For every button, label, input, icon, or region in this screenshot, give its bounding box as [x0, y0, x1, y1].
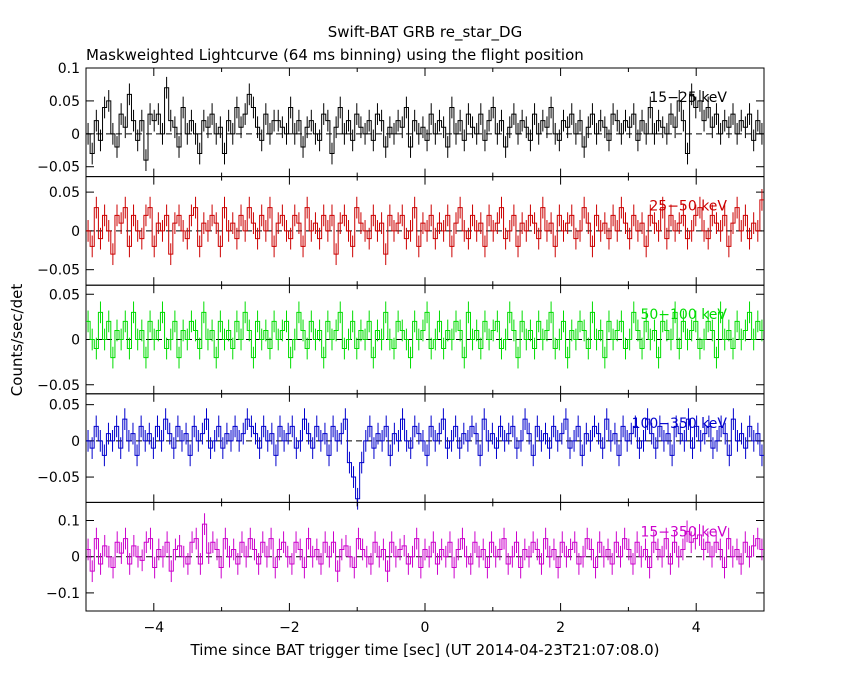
panel-2: −0.05 0 0.05 50−100 keV — [37, 284, 765, 395]
chart-subtitle: Maskweighted Lightcurve (64 ms binning) … — [86, 46, 584, 64]
y-tick-label: −0.05 — [37, 470, 80, 486]
y-tick-label: −0.05 — [37, 378, 80, 394]
x-tick-label: 0 — [421, 620, 430, 636]
y-axis-label: Counts/sec/det — [8, 284, 26, 397]
y-tick-label: −0.1 — [46, 586, 80, 602]
x-tick-label: −2 — [279, 620, 300, 636]
x-tick-label: 2 — [556, 620, 565, 636]
panel-1: −0.05 0 0.05 25−50 keV — [37, 176, 765, 286]
band-label: 15−25 keV — [649, 90, 727, 106]
x-tick-label: 4 — [692, 620, 701, 636]
y-tick-label: 0.1 — [58, 61, 80, 77]
x-tick-label: −4 — [143, 620, 164, 636]
chart-title: Swift-BAT GRB re_star_DG — [328, 23, 522, 42]
y-tick-label: −0.05 — [37, 263, 80, 279]
y-tick-label: 0 — [71, 224, 80, 240]
y-tick-label: 0.1 — [58, 514, 80, 530]
y-tick-label: 0.05 — [49, 287, 80, 303]
y-tick-label: 0 — [71, 550, 80, 566]
band-label: 100−350 keV — [632, 416, 728, 432]
y-tick-label: 0 — [71, 333, 80, 349]
y-tick-label: 0.05 — [49, 94, 80, 110]
panels-group: −0.05 0 0.05 0.1 15−25 keV −0.05 0 0.05 25−50 ke… — [37, 61, 765, 636]
series-line — [86, 87, 764, 161]
y-tick-label: 0 — [71, 434, 80, 450]
series-line — [86, 418, 764, 500]
band-label: 50−100 keV — [640, 307, 727, 323]
y-tick-label: 0.05 — [49, 398, 80, 414]
y-tick-label: 0.05 — [49, 185, 80, 201]
band-label: 15−350 keV — [640, 524, 727, 540]
panel-4: −0.1 0 0.1 15−350 keV — [46, 501, 765, 612]
panel-3: −0.05 0 0.05 100−350 keV — [37, 393, 765, 510]
panel-0: −0.05 0 0.05 0.1 15−25 keV — [37, 61, 765, 178]
band-label: 25−50 keV — [649, 199, 727, 215]
x-axis-label: Time since BAT trigger time [sec] (UT 20… — [190, 641, 660, 659]
y-tick-label: −0.05 — [37, 160, 80, 176]
y-tick-label: 0 — [71, 127, 80, 143]
